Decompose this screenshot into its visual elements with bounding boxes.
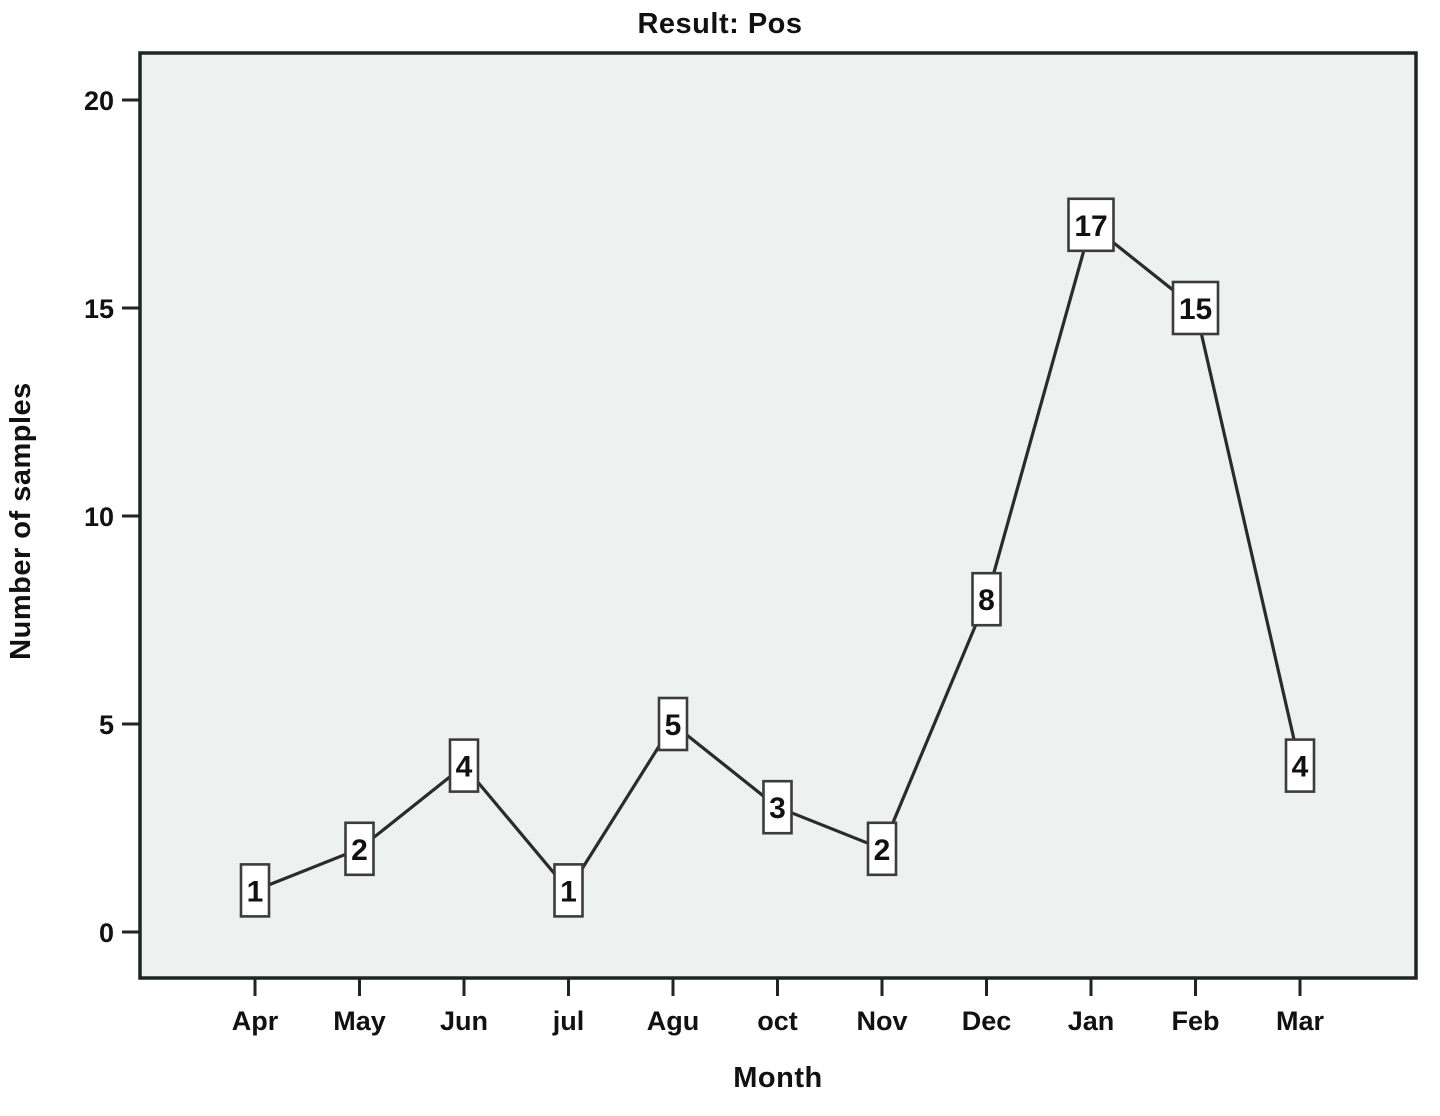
data-marker bbox=[866, 821, 898, 877]
x-tick-label: Apr bbox=[232, 1006, 279, 1036]
chart-title: Result: Pos bbox=[637, 8, 803, 40]
x-tick-label: May bbox=[333, 1006, 386, 1036]
data-marker-label: 8 bbox=[978, 584, 995, 617]
x-tick-label: Mar bbox=[1276, 1006, 1325, 1036]
data-marker bbox=[448, 738, 480, 793]
data-marker-label: 15 bbox=[1179, 293, 1212, 326]
y-tick-label: 10 bbox=[84, 502, 114, 532]
data-marker-label: 2 bbox=[351, 834, 368, 867]
x-tick-label: Nov bbox=[856, 1006, 907, 1036]
data-marker-label: 1 bbox=[247, 875, 264, 908]
x-axis-title: Month bbox=[733, 1062, 823, 1094]
y-tick-label: 5 bbox=[99, 710, 114, 740]
data-marker bbox=[553, 863, 584, 918]
data-marker bbox=[1284, 738, 1316, 793]
plot-area bbox=[138, 51, 1418, 980]
data-marker bbox=[1067, 197, 1115, 253]
x-tick-label: Jan bbox=[1068, 1006, 1115, 1036]
data-marker bbox=[344, 821, 375, 877]
data-marker-label: 3 bbox=[769, 792, 786, 825]
data-marker bbox=[1171, 280, 1220, 336]
x-tick-label: Feb bbox=[1171, 1006, 1219, 1036]
data-marker bbox=[971, 571, 1002, 627]
data-marker bbox=[239, 863, 271, 918]
data-marker-label: 2 bbox=[874, 834, 891, 867]
data-marker-label: 1 bbox=[560, 875, 577, 908]
data-marker-label: 4 bbox=[1292, 751, 1309, 784]
x-tick-label: Dec bbox=[962, 1006, 1012, 1036]
y-tick-label: 15 bbox=[84, 294, 114, 324]
data-marker bbox=[657, 696, 689, 752]
x-tick-label: Agu bbox=[647, 1006, 699, 1036]
data-marker-label: 5 bbox=[665, 709, 682, 742]
data-marker-label: 4 bbox=[456, 751, 473, 784]
x-tick-label: jul bbox=[552, 1006, 585, 1036]
data-marker-label: 17 bbox=[1074, 210, 1107, 243]
data-marker bbox=[762, 779, 793, 835]
y-tick-label: 0 bbox=[99, 918, 114, 948]
x-tick-label: oct bbox=[757, 1006, 798, 1036]
y-tick-label: 20 bbox=[84, 86, 114, 116]
x-tick-label: Jun bbox=[440, 1006, 488, 1036]
